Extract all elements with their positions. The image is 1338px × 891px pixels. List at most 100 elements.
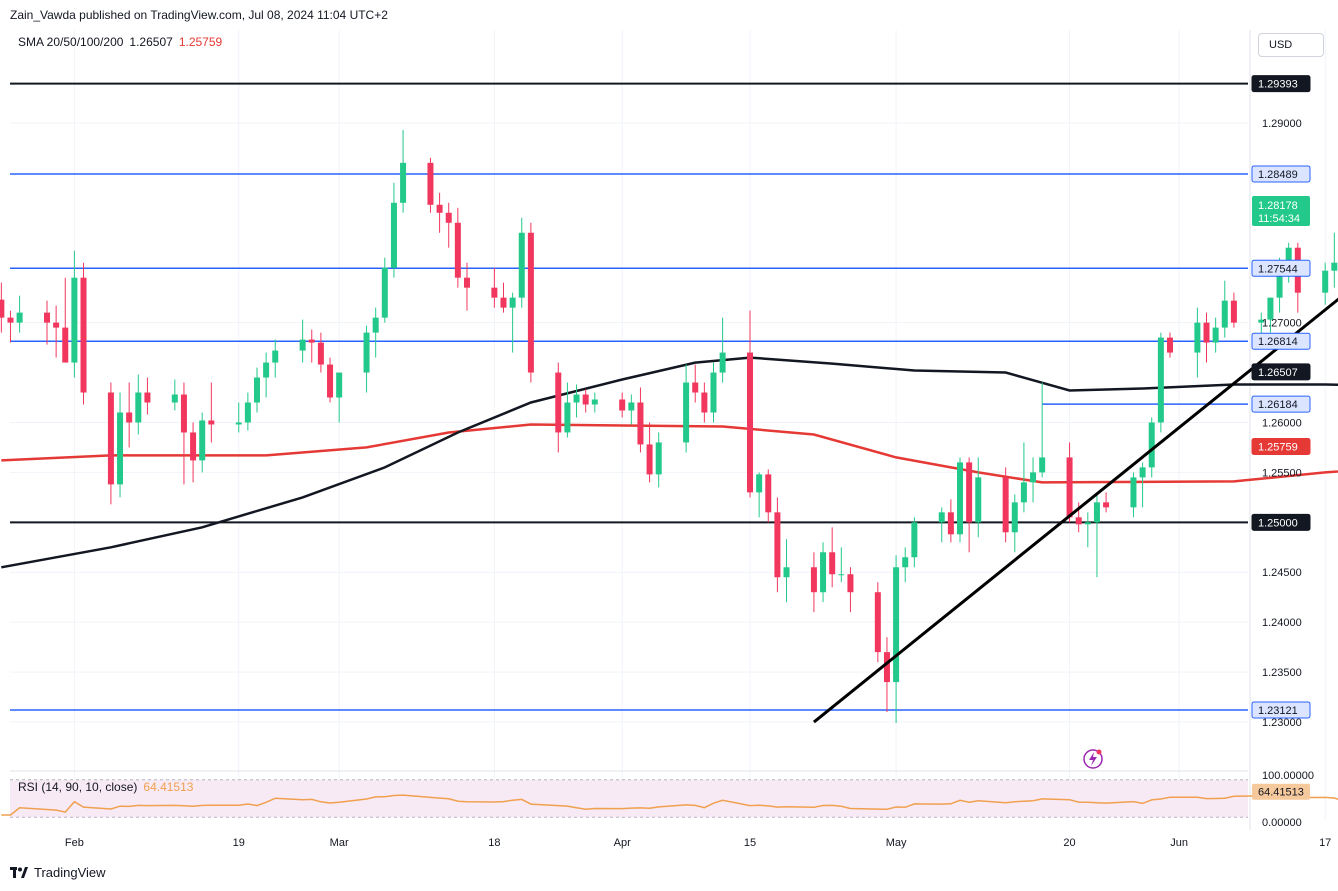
candle <box>1139 462 1146 508</box>
candle <box>427 157 434 213</box>
candle <box>765 469 772 523</box>
candle <box>966 457 973 553</box>
candle <box>692 364 699 403</box>
candle <box>327 357 334 403</box>
candle-body <box>911 522 918 558</box>
sma-legend-value-1: 1.26507 <box>129 35 173 49</box>
price-axis[interactable]: 1.29000 1.27000 1.26000 1.25500 1.24500 1.240… <box>1262 118 1302 729</box>
time-tick-label: Jun <box>1170 837 1188 849</box>
sma-legend[interactable]: SMA 20/50/100/200 1.26507 1.25759 <box>18 35 222 49</box>
candle-body <box>555 372 562 433</box>
candle-body <box>1011 502 1018 533</box>
candle-body <box>317 342 324 365</box>
candle <box>902 547 909 583</box>
candle-body <box>747 352 754 493</box>
level-tag-bg <box>1251 332 1311 350</box>
candle <box>299 319 306 363</box>
rsi-tick-label: 0.00000 <box>1262 817 1302 829</box>
candle-body <box>1130 477 1137 508</box>
candle-body <box>628 402 635 411</box>
candle-body <box>1103 502 1110 508</box>
candle-body <box>144 392 151 403</box>
candle-body <box>436 204 443 213</box>
candle-body <box>820 552 827 593</box>
candle-body <box>135 392 142 423</box>
candle <box>71 250 78 378</box>
candle <box>1130 472 1137 518</box>
candle <box>308 329 315 363</box>
candle <box>774 497 781 593</box>
candle <box>1148 417 1155 478</box>
candle <box>400 129 407 213</box>
candle-body <box>765 474 772 513</box>
candle-body <box>1066 457 1073 518</box>
candle-body <box>390 202 397 268</box>
candle <box>637 387 644 453</box>
candle <box>454 207 461 288</box>
candle-body <box>838 574 845 576</box>
candle-body <box>0 299 5 318</box>
candle <box>683 364 690 453</box>
candle <box>893 555 900 724</box>
sma-black-line <box>1 356 1338 569</box>
candle <box>336 372 343 423</box>
candle-body <box>847 574 854 593</box>
candle <box>619 392 626 418</box>
rsi-tick-label: 100.00000 <box>1262 770 1314 782</box>
candle <box>463 262 470 311</box>
candle <box>107 382 114 505</box>
candle-body <box>1093 502 1100 523</box>
candle-body <box>518 232 525 298</box>
candle <box>1294 242 1301 313</box>
moving-averages <box>1 356 1338 569</box>
candle-body <box>509 297 516 308</box>
candle <box>701 382 708 423</box>
candle-body <box>966 462 973 523</box>
candle-body <box>107 392 114 485</box>
candle <box>16 295 23 333</box>
candle-body <box>454 222 461 278</box>
rsi-value-tag-text: 64.41513 <box>1258 787 1304 799</box>
candle <box>1093 492 1100 578</box>
currency-button[interactable]: USD <box>1258 33 1324 57</box>
sma-tag-text: 1.25759 <box>1258 442 1298 454</box>
rsi-value-tag-bg <box>1252 783 1310 800</box>
candle-body <box>975 477 982 523</box>
level-tag-text: 1.25000 <box>1258 517 1298 529</box>
candle <box>0 282 5 333</box>
candle <box>783 539 790 603</box>
candle <box>144 377 151 415</box>
candle-body <box>573 394 580 403</box>
candle <box>527 222 534 383</box>
candle <box>838 547 845 583</box>
candle <box>1331 232 1338 288</box>
footer-brand[interactable]: TradingView <box>10 865 106 880</box>
level-tag-bg <box>1251 165 1311 183</box>
level-tag-text: 1.23121 <box>1258 705 1298 717</box>
candle-body <box>1258 319 1265 323</box>
rsi-legend[interactable]: RSI (14, 90, 10, close) 64.41513 <box>18 780 193 794</box>
candle <box>253 367 260 413</box>
time-tick-label: May <box>886 837 907 849</box>
candle <box>883 637 890 713</box>
candle-body <box>171 394 178 403</box>
candle <box>518 217 525 308</box>
candle <box>874 582 881 663</box>
candle-body <box>564 402 571 433</box>
candle <box>1212 317 1219 353</box>
candle-body <box>336 372 343 398</box>
candle <box>491 267 498 308</box>
sma-tag: 1.26507 <box>1251 363 1311 381</box>
candle <box>1166 332 1173 358</box>
tradingview-logo-icon <box>10 866 28 878</box>
time-tick-label: 15 <box>744 837 756 849</box>
candle <box>820 542 827 603</box>
time-tick-label: Mar <box>330 837 349 849</box>
candle-body <box>491 287 498 298</box>
time-axis[interactable]: Feb19Mar18Apr15May20Jun17Jul15 <box>65 837 1338 849</box>
candle-body <box>445 212 452 223</box>
candle <box>1194 307 1201 378</box>
candle-body <box>902 557 909 568</box>
candle-body <box>1221 300 1228 328</box>
